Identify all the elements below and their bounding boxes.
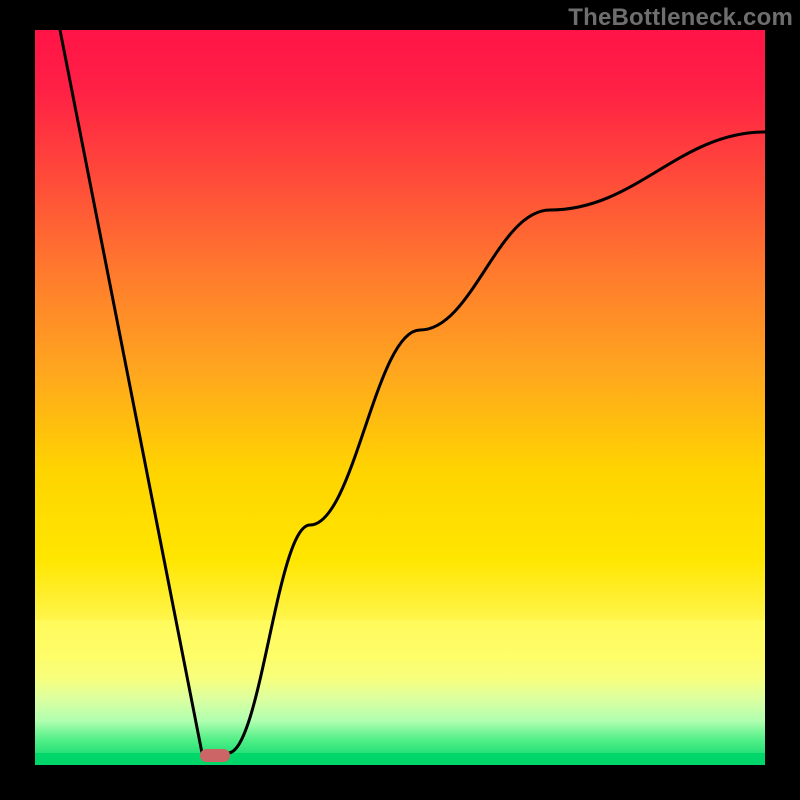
chart-stage: TheBottleneck.com — [0, 0, 800, 800]
watermark-text: TheBottleneck.com — [568, 4, 793, 32]
optimal-marker — [200, 749, 230, 762]
bottleneck-curve — [0, 0, 800, 800]
